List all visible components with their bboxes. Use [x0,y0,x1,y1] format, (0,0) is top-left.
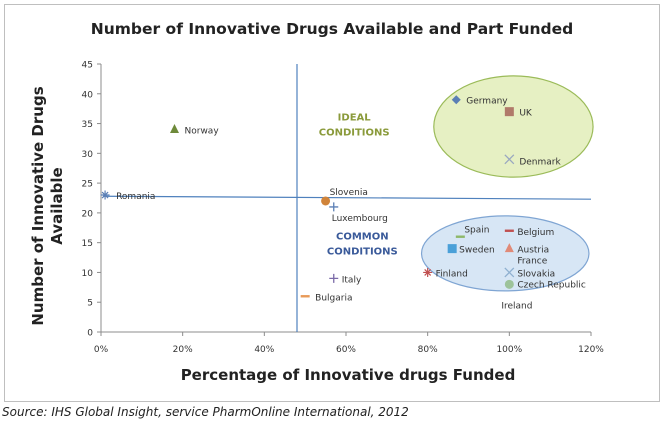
y-tick-label: 15 [82,239,93,249]
germany-point [451,95,461,105]
common-zone-ellipse [420,215,590,292]
uk-point [504,107,514,117]
x-tick-label: 120% [578,345,604,355]
sweden-point [447,244,457,254]
y-tick-label: 30 [82,150,94,160]
point-label-ireland: Ireland [501,301,532,311]
annotation-ideal-conditions: CONDITIONS [319,128,390,139]
point-label-luxembourg: Luxembourg [332,214,388,224]
y-tick-label: 20 [82,209,94,219]
scatter-chart: Number of Innovative Drugs Available and… [29,20,604,384]
x-tick-label: 40% [254,345,274,355]
point-label-norway: Norway [185,127,220,137]
spain-point [455,235,465,238]
point-label-austria: Austria [517,246,549,256]
point-label-sweden: Sweden [459,246,495,256]
belgium-point [504,229,514,232]
luxembourg-point [329,202,339,212]
x-tick-label: 80% [418,345,438,355]
point-label-slovakia: Slovakia [517,269,555,279]
x-tick-label: 60% [336,345,356,355]
czech-republic-point [504,279,514,289]
y-tick-label: 5 [87,299,93,309]
y-tick-label: 45 [82,61,93,71]
ideal-zone-ellipse [433,75,594,178]
y-axis-label: Available [48,167,66,244]
source-note: Source: IHS Global Insight, service Phar… [2,405,409,419]
y-tick-label: 25 [82,180,93,190]
x-tick-label: 100% [496,345,522,355]
slovenia-point [321,196,331,206]
bulgaria-point [300,295,310,298]
y-tick-label: 0 [87,329,93,339]
point-label-uk: UK [519,109,533,119]
annotation-common-conditions: CONDITIONS [327,247,398,258]
point-label-czech-republic: Czech Republic [517,280,586,290]
y-tick-label: 10 [82,269,94,279]
chart-title: Number of Innovative Drugs Available and… [91,20,573,38]
romania-point [100,190,110,200]
point-label-spain: Spain [464,226,489,236]
y-tick-label: 40 [82,90,94,100]
italy-point [329,273,339,283]
denmark-point [504,154,515,165]
chart-frame: Number of Innovative Drugs Available and… [4,4,660,402]
slovakia-point [504,267,515,278]
annotation-ideal-conditions: IDEAL [338,113,372,124]
point-label-germany: Germany [466,97,508,107]
y-axis-label-group: Number of Innovative Drugs Available [29,86,66,325]
x-tick-label: 0% [94,345,109,355]
point-label-romania: Romania [116,192,155,202]
point-label-bulgaria: Bulgaria [315,293,352,303]
point-label-france: France [517,257,547,267]
x-tick-label: 20% [173,345,193,355]
point-label-slovenia: Slovenia [330,188,368,198]
horizontal-reference-line [103,195,592,200]
y-tick-label: 35 [82,120,93,130]
austria-point [504,243,514,253]
x-axis-label: Percentage of Innovative drugs Funded [181,366,516,384]
annotation-common-conditions: COMMON [336,232,389,243]
point-label-denmark: Denmark [519,157,561,167]
norway-point [170,124,179,134]
y-axis-label: Number of Innovative Drugs [29,86,47,325]
point-label-italy: Italy [342,275,362,285]
point-label-belgium: Belgium [517,228,554,238]
finland-point [423,267,433,277]
point-label-finland: Finland [436,269,468,279]
